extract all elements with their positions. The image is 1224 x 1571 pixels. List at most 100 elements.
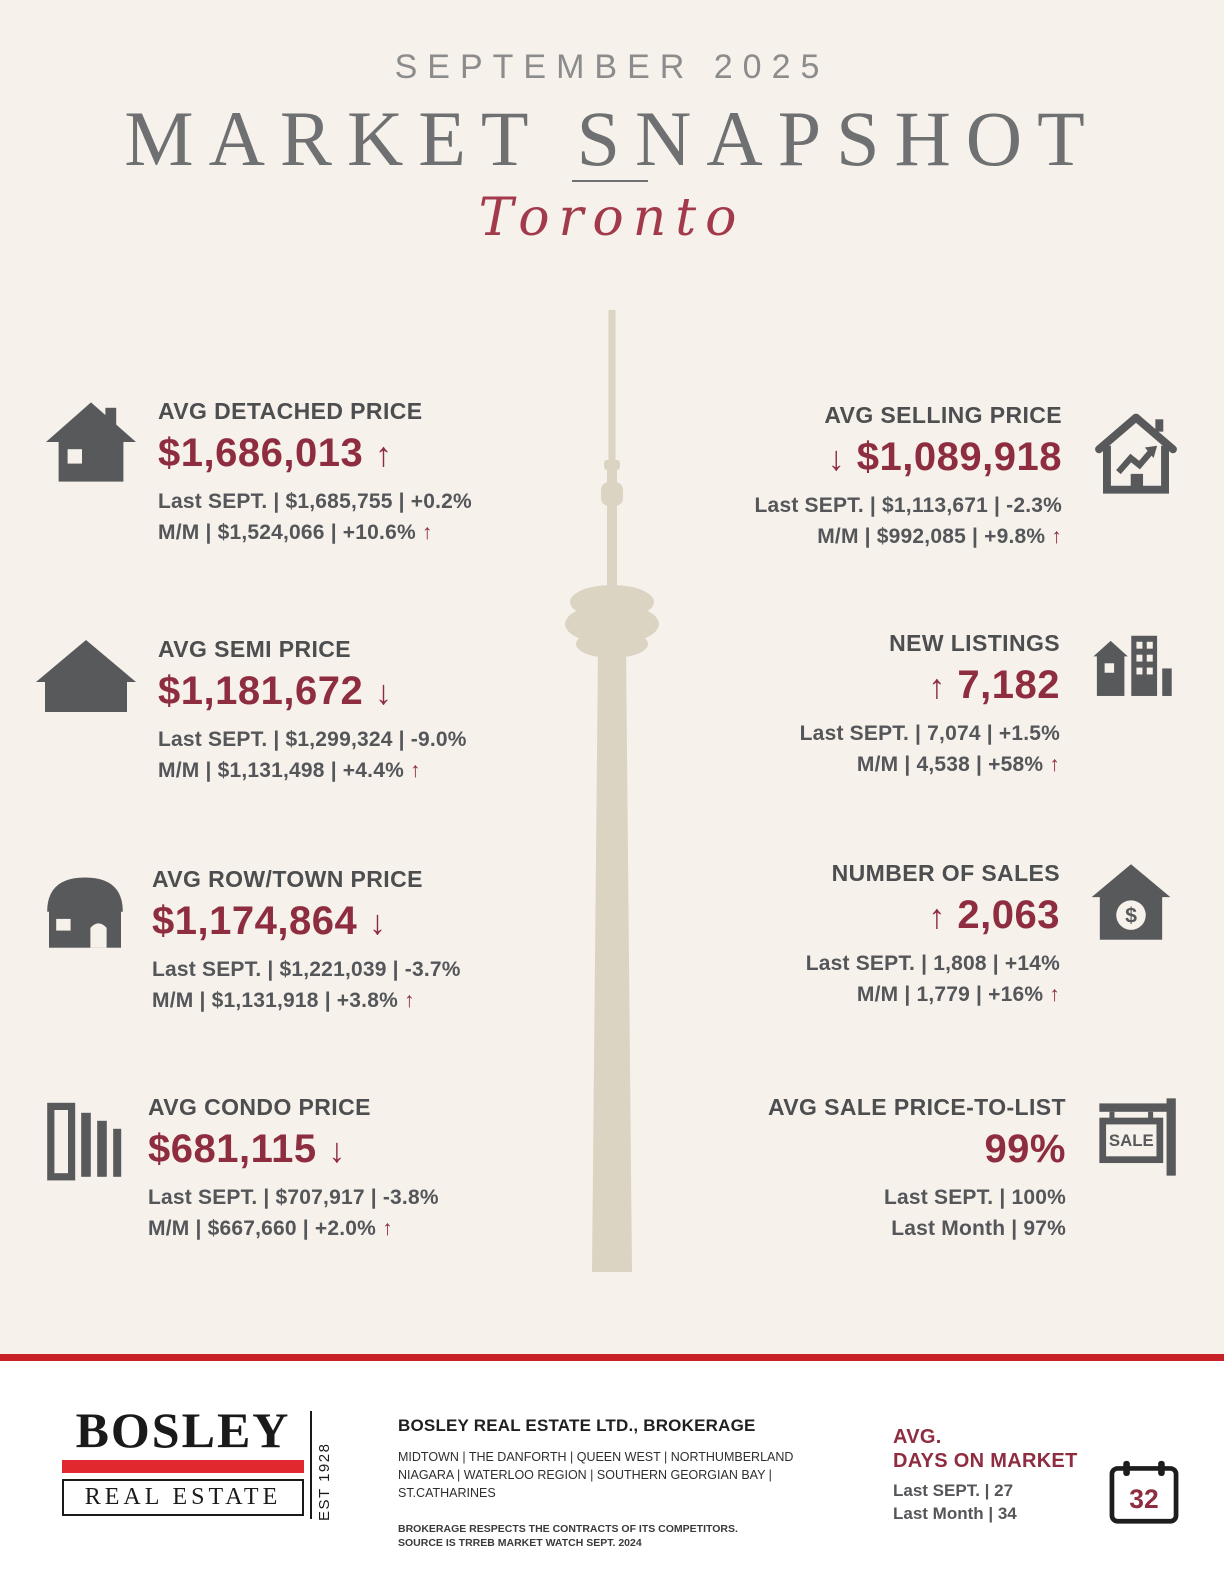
- brokerage-regions: MIDTOWN | THE DANFORTH | QUEEN WEST | NO…: [398, 1448, 838, 1502]
- stat-avg-detached-price: AVG DETACHED PRICE $1,686,013 ↑ Last SEP…: [46, 398, 472, 548]
- stat-value: $1,686,013 ↑: [158, 431, 472, 476]
- stat-last-year-line: Last SEPT. | $1,221,039 | -3.7%: [152, 958, 461, 981]
- stat-label: NEW LISTINGS: [889, 630, 1060, 656]
- page-title: MARKET SNAPSHOT: [124, 95, 1100, 182]
- stat-new-listings: NEW LISTINGS ↑ 7,182 Last SEPT. | 7,074 …: [800, 630, 1176, 780]
- stat-label: AVG SALE PRICE-TO-LIST: [767, 1094, 1066, 1120]
- brokerage-info: BOSLEY REAL ESTATE LTD., BROKERAGE MIDTO…: [398, 1416, 838, 1550]
- avg-days-on-market: AVG. DAYS ON MARKET Last SEPT. | 27 Last…: [893, 1425, 1078, 1525]
- trend-up-arrow-icon: ↑: [1049, 753, 1060, 776]
- stat-label: AVG ROW/TOWN PRICE: [152, 866, 423, 892]
- header-city: Toronto: [478, 188, 746, 248]
- brokerage-disclaimer: BROKERAGE RESPECTS THE CONTRACTS OF ITS …: [398, 1522, 838, 1550]
- dollar-sign-glyph: $: [1125, 904, 1137, 928]
- house-dollar-icon: $: [1090, 864, 1172, 945]
- stat-last-year-line: Last SEPT. | 7,074 | +1.5%: [799, 722, 1060, 745]
- trend-up-arrow-icon: ↑: [410, 759, 421, 782]
- footer: BOSLEY REAL ESTATE EST 1928 BOSLEY REAL …: [0, 1354, 1224, 1571]
- stat-mm-text: M/M | $992,085 | +9.8%: [817, 525, 1046, 548]
- stat-value: ↑ 7,182: [928, 663, 1060, 708]
- stat-value: 99%: [984, 1127, 1066, 1172]
- stat-mm-line: M/M | $1,131,498 | +4.4% ↑: [158, 755, 467, 786]
- brokerage-title: BOSLEY REAL ESTATE LTD., BROKERAGE: [398, 1416, 756, 1435]
- trend-up-arrow-icon: ↑: [1049, 983, 1060, 1006]
- stat-label: AVG DETACHED PRICE: [158, 398, 423, 424]
- trend-down-arrow-icon: ↓: [374, 674, 393, 712]
- stat-mm-line: M/M | 1,779 | +16% ↑: [857, 979, 1060, 1010]
- stat-avg-selling-price: AVG SELLING PRICE ↓ $1,089,918 Last SEPT…: [755, 402, 1180, 552]
- dom-title-line-1: AVG.: [893, 1426, 942, 1448]
- semi-house-icon: [36, 640, 136, 717]
- trend-up-arrow-icon: ↑: [928, 898, 946, 936]
- trend-up-arrow-icon: ↑: [421, 521, 433, 544]
- stat-last-month-line: Last Month | 97%: [891, 1217, 1066, 1240]
- stat-last-year-line: Last SEPT. | 100%: [883, 1186, 1066, 1209]
- stat-value-number: 99%: [984, 1127, 1066, 1171]
- regions-line-2: NIAGARA | WATERLOO REGION | SOUTHERN GEO…: [398, 1468, 772, 1500]
- logo-est-year: EST 1928: [316, 1442, 333, 1521]
- stat-number-of-sales: NUMBER OF SALES ↑ 2,063 Last SEPT. | 1,8…: [806, 860, 1172, 1010]
- logo-red-bar: [62, 1460, 304, 1473]
- stat-avg-semi-price: AVG SEMI PRICE $1,181,672 ↓ Last SEPT. |…: [36, 636, 467, 786]
- dom-last-month: Last Month | 34: [893, 1504, 1017, 1523]
- disclaimer-line-1: BROKERAGE RESPECTS THE CONTRACTS OF ITS …: [398, 1523, 738, 1535]
- trend-up-arrow-icon: ↑: [928, 668, 946, 706]
- trend-up-arrow-icon: ↑: [404, 989, 415, 1012]
- bosley-logo: BOSLEY REAL ESTATE: [62, 1405, 304, 1516]
- disclaimer-line-2: SOURCE IS TRREB MARKET WATCH SEPT. 2024: [398, 1537, 642, 1549]
- stat-mm-text: M/M | 4,538 | +58%: [856, 753, 1044, 776]
- trend-up-arrow-icon: ↑: [1051, 525, 1062, 548]
- stat-label: NUMBER OF SALES: [831, 860, 1060, 886]
- stat-value-number: 2,063: [957, 893, 1060, 937]
- stat-value-number: 7,182: [957, 663, 1060, 707]
- stat-mm-line: M/M | $667,660 | +2.0% ↑: [148, 1213, 439, 1244]
- trend-up-arrow-icon: ↑: [382, 1217, 393, 1240]
- logo-wordmark: BOSLEY: [75, 1402, 291, 1458]
- stat-mm-line: M/M | $1,131,918 | +3.8% ↑: [152, 985, 461, 1016]
- regions-line-1: MIDTOWN | THE DANFORTH | QUEEN WEST | NO…: [398, 1450, 794, 1464]
- stat-mm-text: M/M | $1,131,498 | +4.4%: [158, 759, 404, 782]
- house-chart-icon: [1092, 406, 1180, 501]
- cn-tower-illustration: [552, 310, 672, 1272]
- trend-down-arrow-icon: ↓: [368, 904, 387, 942]
- dom-last-sept: Last SEPT. | 27: [893, 1481, 1014, 1500]
- city-buildings-icon: [1090, 634, 1176, 701]
- row-town-house-icon: [40, 870, 130, 953]
- detached-house-icon: [46, 402, 136, 487]
- logo-subtext: REAL ESTATE: [62, 1479, 304, 1516]
- stat-value: $1,174,864 ↓: [152, 899, 461, 944]
- stat-value: $681,115 ↓: [148, 1127, 439, 1172]
- sale-sign-text: SALE: [1109, 1131, 1154, 1150]
- stat-value: ↑ 2,063: [928, 893, 1060, 938]
- stat-value: ↓ $1,089,918: [828, 435, 1062, 480]
- trend-up-arrow-icon: ↑: [374, 436, 393, 474]
- logo-divider: [310, 1411, 312, 1519]
- calendar-icon: 32: [1108, 1459, 1180, 1530]
- stat-last-year-line: Last SEPT. | $1,299,324 | -9.0%: [158, 728, 467, 751]
- stat-value-number: $1,181,672: [158, 669, 364, 713]
- stat-value-number: $1,686,013: [158, 431, 364, 475]
- stat-label: AVG SEMI PRICE: [158, 636, 352, 662]
- dom-title-line-2: DAYS ON MARKET: [893, 1450, 1078, 1472]
- stat-mm-line: M/M | 4,538 | +58% ↑: [857, 749, 1060, 780]
- stat-value-number: $1,089,918: [856, 435, 1062, 479]
- stat-last-year-line: Last SEPT. | $1,685,755 | +0.2%: [158, 490, 472, 513]
- stat-last-year-line: Last SEPT. | $707,917 | -3.8%: [148, 1186, 439, 1209]
- stat-label: AVG CONDO PRICE: [148, 1094, 371, 1120]
- header-month: SEPTEMBER 2025: [394, 48, 830, 86]
- stat-last-year-line: Last SEPT. | $1,113,671 | -2.3%: [754, 494, 1062, 517]
- title-underline: [572, 180, 648, 182]
- calendar-days-value: 32: [1129, 1484, 1158, 1514]
- stat-sale-price-to-list: AVG SALE PRICE-TO-LIST 99% Last SEPT. | …: [768, 1094, 1180, 1244]
- stat-value-number: $1,174,864: [152, 899, 358, 943]
- stat-value-number: $681,115: [148, 1127, 317, 1171]
- stat-mm-line: M/M | $1,524,066 | +10.6% ↑: [158, 517, 472, 548]
- stat-mm-text: M/M | $667,660 | +2.0%: [148, 1217, 377, 1240]
- trend-down-arrow-icon: ↓: [827, 440, 846, 478]
- stat-value: $1,181,672 ↓: [158, 669, 467, 714]
- stat-mm-line: M/M | $992,085 | +9.8% ↑: [817, 521, 1062, 552]
- stat-mm-text: M/M | $1,131,918 | +3.8%: [152, 989, 398, 1012]
- stat-last-year-line: Last SEPT. | 1,808 | +14%: [805, 952, 1060, 975]
- stat-label: AVG SELLING PRICE: [824, 402, 1062, 428]
